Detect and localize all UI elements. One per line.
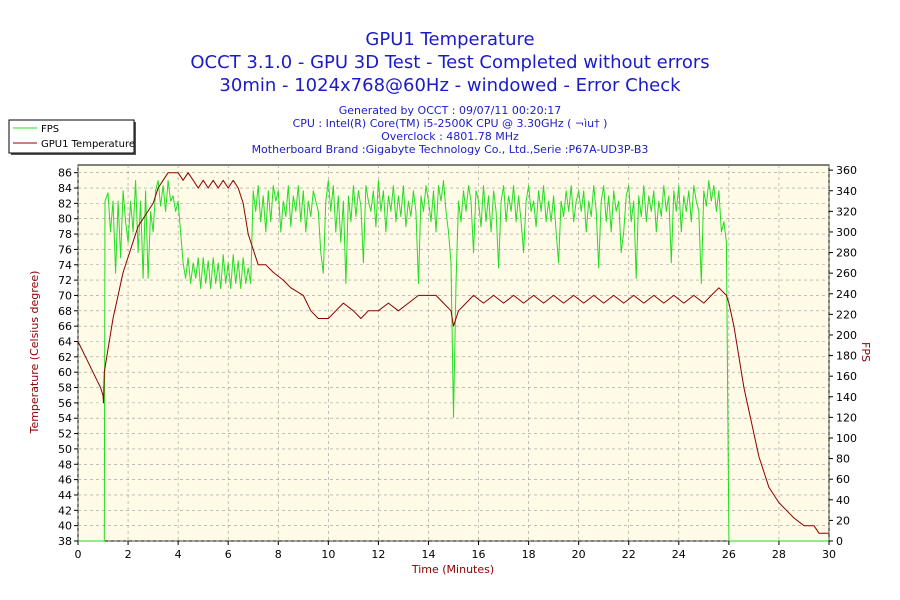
y-right-tick-label: 140	[836, 391, 857, 404]
y-left-tick-label: 72	[58, 274, 72, 287]
chart-subtitle-2: 30min - 1024x768@60Hz - windowed - Error…	[219, 75, 681, 96]
y-right-tick-label: 160	[836, 370, 857, 383]
x-tick-label: 12	[371, 548, 385, 561]
legend-box	[8, 119, 135, 154]
series-line-fps	[78, 180, 829, 542]
x-tick-label: 8	[275, 548, 282, 561]
y-right-tick-label: 280	[836, 247, 857, 260]
y-left-tick-label: 68	[58, 305, 72, 318]
y-left-tick-label: 50	[58, 443, 72, 456]
y-right-tick-label: 300	[836, 226, 857, 239]
y-left-tick-label: 84	[58, 182, 72, 195]
x-tick-label: 10	[321, 548, 335, 561]
y-left-axis-title: Temperature (Celsius degree)	[28, 271, 41, 435]
y-left-tick-label: 70	[58, 289, 72, 302]
y-left-tick-label: 58	[58, 382, 72, 395]
y-left-tick-label: 46	[58, 474, 72, 487]
y-right-tick-label: 220	[836, 308, 857, 321]
x-tick-label: 4	[175, 548, 182, 561]
y-left-tick-label: 54	[58, 412, 72, 425]
x-tick-label: 30	[822, 548, 836, 561]
grid	[77, 165, 830, 542]
y-left-tick-label: 82	[58, 197, 72, 210]
x-tick-label: 22	[622, 548, 636, 561]
y-left-tick-label: 40	[58, 520, 72, 533]
y-left-tick-label: 52	[58, 428, 72, 441]
y-right-tick-label: 80	[836, 453, 850, 466]
y-left-tick-label: 74	[58, 259, 72, 272]
y-right-axis-title: FPS	[859, 342, 872, 362]
y-right-tick-label: 240	[836, 288, 857, 301]
y-left-tick-label: 86	[58, 167, 72, 180]
y-left-tick-label: 60	[58, 366, 72, 379]
y-right-tick-label: 360	[836, 164, 857, 177]
series-layer	[77, 172, 829, 542]
y-right-tick-label: 320	[836, 205, 857, 218]
info-cpu: CPU : Intel(R) Core(TM) i5-2500K CPU @ 3…	[293, 117, 608, 130]
y-left-tick-label: 42	[58, 504, 72, 517]
info-generated: Generated by OCCT : 09/07/11 00:20:17	[339, 104, 562, 117]
y-right-tick-label: 200	[836, 329, 857, 342]
legend-fps-label: FPS	[41, 124, 59, 135]
y-left-tick-label: 56	[58, 397, 72, 410]
x-tick-label: 28	[772, 548, 786, 561]
y-right-tick-label: 40	[836, 494, 850, 507]
y-left-tick-label: 48	[58, 458, 72, 471]
x-tick-label: 2	[125, 548, 132, 561]
series-line-gpu1-temperature	[77, 172, 829, 534]
y-right-tick-label: 100	[836, 432, 857, 445]
y-left-tick-label: 80	[58, 213, 72, 226]
info-motherboard: Motherboard Brand :Gigabyte Technology C…	[252, 143, 649, 156]
y-left-tick-label: 66	[58, 320, 72, 333]
y-right-tick-label: 340	[836, 185, 857, 198]
y-left-tick-label: 38	[58, 535, 72, 548]
y-right-tick-label: 180	[836, 350, 857, 363]
x-tick-label: 6	[225, 548, 232, 561]
x-tick-label: 16	[472, 548, 486, 561]
y-right-tick-label: 0	[836, 535, 843, 548]
x-tick-label: 20	[572, 548, 586, 561]
x-axis-title: Time (Minutes)	[411, 563, 494, 576]
y-right-tick-label: 120	[836, 411, 857, 424]
y-right-tick-label: 60	[836, 473, 850, 486]
y-left-tick-label: 76	[58, 243, 72, 256]
y-right-tick-label: 20	[836, 514, 850, 527]
axes: 3840424446485052545658606264666870727476…	[58, 164, 857, 561]
y-left-tick-label: 44	[58, 489, 72, 502]
y-left-tick-label: 64	[58, 335, 72, 348]
y-right-tick-label: 260	[836, 267, 857, 280]
x-tick-label: 24	[672, 548, 686, 561]
legend-temp-label: GPU1 Temperature	[41, 139, 135, 150]
plot-area	[77, 164, 830, 542]
x-tick-label: 26	[722, 548, 736, 561]
y-left-tick-label: 78	[58, 228, 72, 241]
info-overclock: Overclock : 4801.78 MHz	[381, 130, 519, 143]
x-tick-label: 0	[75, 548, 82, 561]
y-left-tick-label: 62	[58, 351, 72, 364]
x-tick-label: 18	[522, 548, 536, 561]
legend: FPS GPU1 Temperature	[8, 119, 136, 155]
chart-title: GPU1 Temperature	[365, 29, 534, 50]
x-tick-label: 14	[421, 548, 435, 561]
chart-subtitle-1: OCCT 3.1.0 - GPU 3D Test - Test Complete…	[190, 52, 709, 73]
